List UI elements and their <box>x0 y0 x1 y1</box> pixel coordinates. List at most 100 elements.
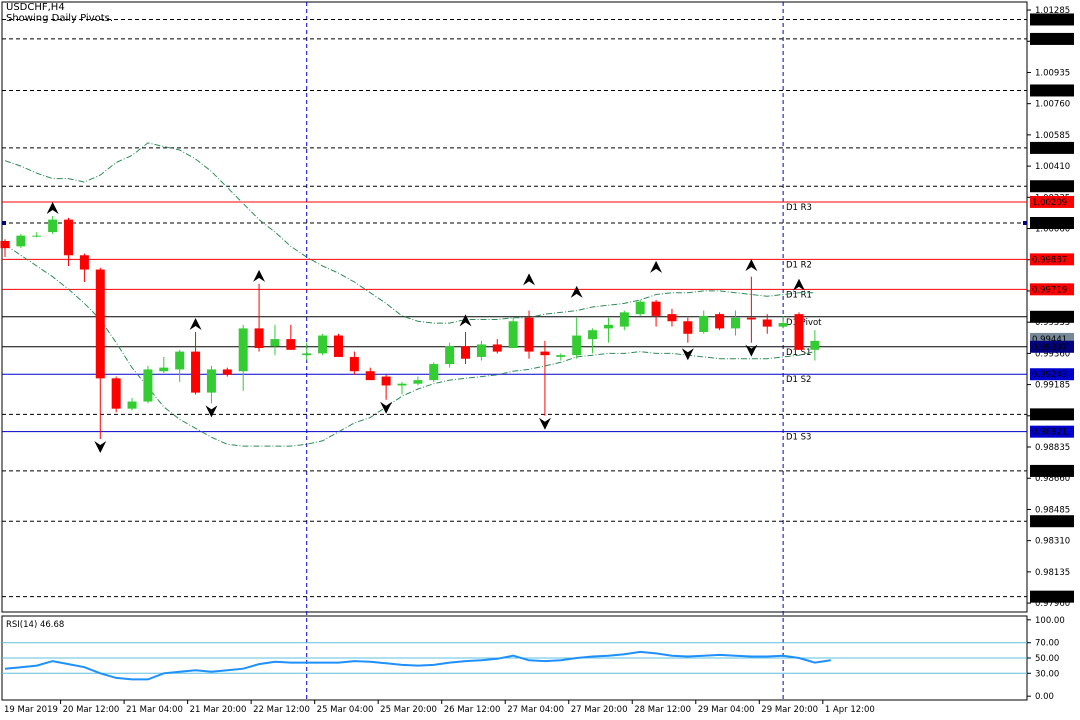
price-label-text: 0.98419 <box>1032 517 1067 527</box>
pivot-line-label: D1 S2 <box>786 375 811 385</box>
candle-body <box>222 369 232 375</box>
x-axis-tick-label: 27 Mar 04:00 <box>507 705 564 715</box>
candle-body <box>810 340 820 350</box>
rsi-y-tick-label: 0.00 <box>1035 692 1054 702</box>
candle-body <box>95 269 105 379</box>
candle-body <box>683 321 693 334</box>
candle-body <box>397 383 407 386</box>
chart-symbol: USDCHF,H4 <box>6 2 65 13</box>
candle-body <box>445 346 455 365</box>
price-label-box <box>1030 13 1074 26</box>
candle-body <box>730 317 740 329</box>
price-label-box <box>1030 32 1074 45</box>
candle-body <box>48 219 58 233</box>
y-axis-tick-label: 0.98310 <box>1035 537 1070 547</box>
candle-body <box>429 364 439 381</box>
x-axis-tick-label: 27 Mar 20:00 <box>571 705 628 715</box>
fractal-up-arrow <box>745 259 758 272</box>
candle-body <box>651 301 661 316</box>
price-label-text: 0.99565 <box>1032 313 1067 323</box>
pivot-line-label: D1 S3 <box>786 433 811 443</box>
fractal-down-arrow <box>94 440 107 453</box>
candle-body <box>238 328 248 372</box>
price-label-box <box>1030 340 1074 353</box>
candle-body <box>143 369 153 402</box>
price-label-box <box>1030 464 1074 477</box>
candle-body <box>381 376 391 386</box>
x-axis-tick-label: 19 Mar 2019 <box>4 705 58 715</box>
x-axis-tick-label: 29 Mar 20:00 <box>761 705 818 715</box>
candle-body <box>476 344 486 357</box>
y-axis-tick-label: 0.98135 <box>1035 568 1070 578</box>
x-axis-tick-label: 26 Mar 12:00 <box>444 705 501 715</box>
fractal-up-arrow <box>570 285 583 298</box>
y-axis-tick-label: 0.97960 <box>1035 599 1070 609</box>
main-plot-frame <box>1 1 1028 613</box>
price-label-text: 1.00512 <box>1032 144 1067 154</box>
candle-body <box>79 255 89 270</box>
candle-body <box>0 241 10 249</box>
candle-body <box>715 314 725 329</box>
price-label-text: 0.98921 <box>1032 428 1067 438</box>
price-label-box <box>1030 283 1074 296</box>
price-label-text: 1.00209 <box>1032 198 1067 208</box>
x-axis-tick-label: 25 Mar 20:00 <box>380 705 437 715</box>
price-label-text: 0.99018 <box>1032 410 1067 420</box>
candle-body <box>127 401 137 409</box>
price-label-text: 0.99887 <box>1032 255 1067 265</box>
price-label-box <box>1030 180 1074 193</box>
fractal-down-arrow <box>205 405 218 418</box>
candle-body <box>206 369 216 393</box>
pivot-line-label: D1 R3 <box>786 203 812 213</box>
x-axis-tick-label: 1 Apr 12:00 <box>825 705 875 715</box>
envelope-lower-line <box>4 244 816 447</box>
candle-body <box>588 330 598 340</box>
fractal-up-arrow <box>189 317 202 330</box>
candle-body <box>333 335 343 357</box>
price-label-box <box>1030 408 1074 421</box>
rsi-y-tick-label: 70.00 <box>1035 639 1059 649</box>
candle-body <box>699 315 709 332</box>
price-label-text: 1.00297 <box>1032 182 1067 192</box>
y-axis-tick-label: 0.98485 <box>1035 505 1070 515</box>
price-label-box <box>1030 216 1074 229</box>
price-label-text: 1.00091 <box>1032 219 1067 229</box>
x-axis-tick-label: 22 Mar 12:00 <box>253 705 310 715</box>
candle-body <box>318 335 328 354</box>
price-label-text: 1.01123 <box>1032 35 1067 45</box>
price-label-box <box>1030 515 1074 528</box>
candle-body <box>635 301 645 315</box>
fractal-down-arrow <box>745 344 758 357</box>
y-axis-tick-label: 0.99185 <box>1035 381 1070 391</box>
x-axis-tick-label: 25 Mar 04:00 <box>317 705 374 715</box>
candle-body <box>778 323 788 327</box>
candle-body <box>556 355 566 357</box>
rsi-line <box>4 650 831 681</box>
y-axis-tick-label: 1.00760 <box>1035 100 1070 110</box>
price-label-box <box>1030 84 1074 97</box>
candle-body <box>191 351 201 393</box>
x-axis-tick-label: 20 Mar 12:00 <box>63 705 120 715</box>
price-label-box <box>1030 368 1074 381</box>
price-label-text: 1.00834 <box>1032 86 1067 96</box>
pivot-line-label: D1 R2 <box>786 260 812 270</box>
y-axis-tick-label: 1.00060 <box>1035 225 1070 235</box>
candle-body <box>508 321 518 349</box>
envelope-upper-line <box>4 142 815 324</box>
fractal-up-arrow <box>459 314 472 327</box>
y-axis-tick-label: 0.99360 <box>1035 349 1070 359</box>
y-axis-tick-label: 0.98835 <box>1035 443 1070 453</box>
candle-body <box>16 235 26 247</box>
price-label-box <box>1030 141 1074 154</box>
price-label-box <box>1030 425 1074 438</box>
pivot-line-label: D1 Pivot <box>786 318 822 328</box>
price-label-box <box>1030 195 1074 208</box>
fractal-down-arrow <box>380 401 393 414</box>
candle-body <box>32 235 42 237</box>
price-label-text: 0.99243 <box>1032 370 1067 380</box>
pivot-line-label: D1 R1 <box>786 290 812 300</box>
fractal-up-arrow <box>253 269 266 282</box>
candle-body <box>286 339 296 350</box>
price-label-text: 0.98701 <box>1032 467 1067 477</box>
price-label-text: 0.97996 <box>1032 593 1067 603</box>
